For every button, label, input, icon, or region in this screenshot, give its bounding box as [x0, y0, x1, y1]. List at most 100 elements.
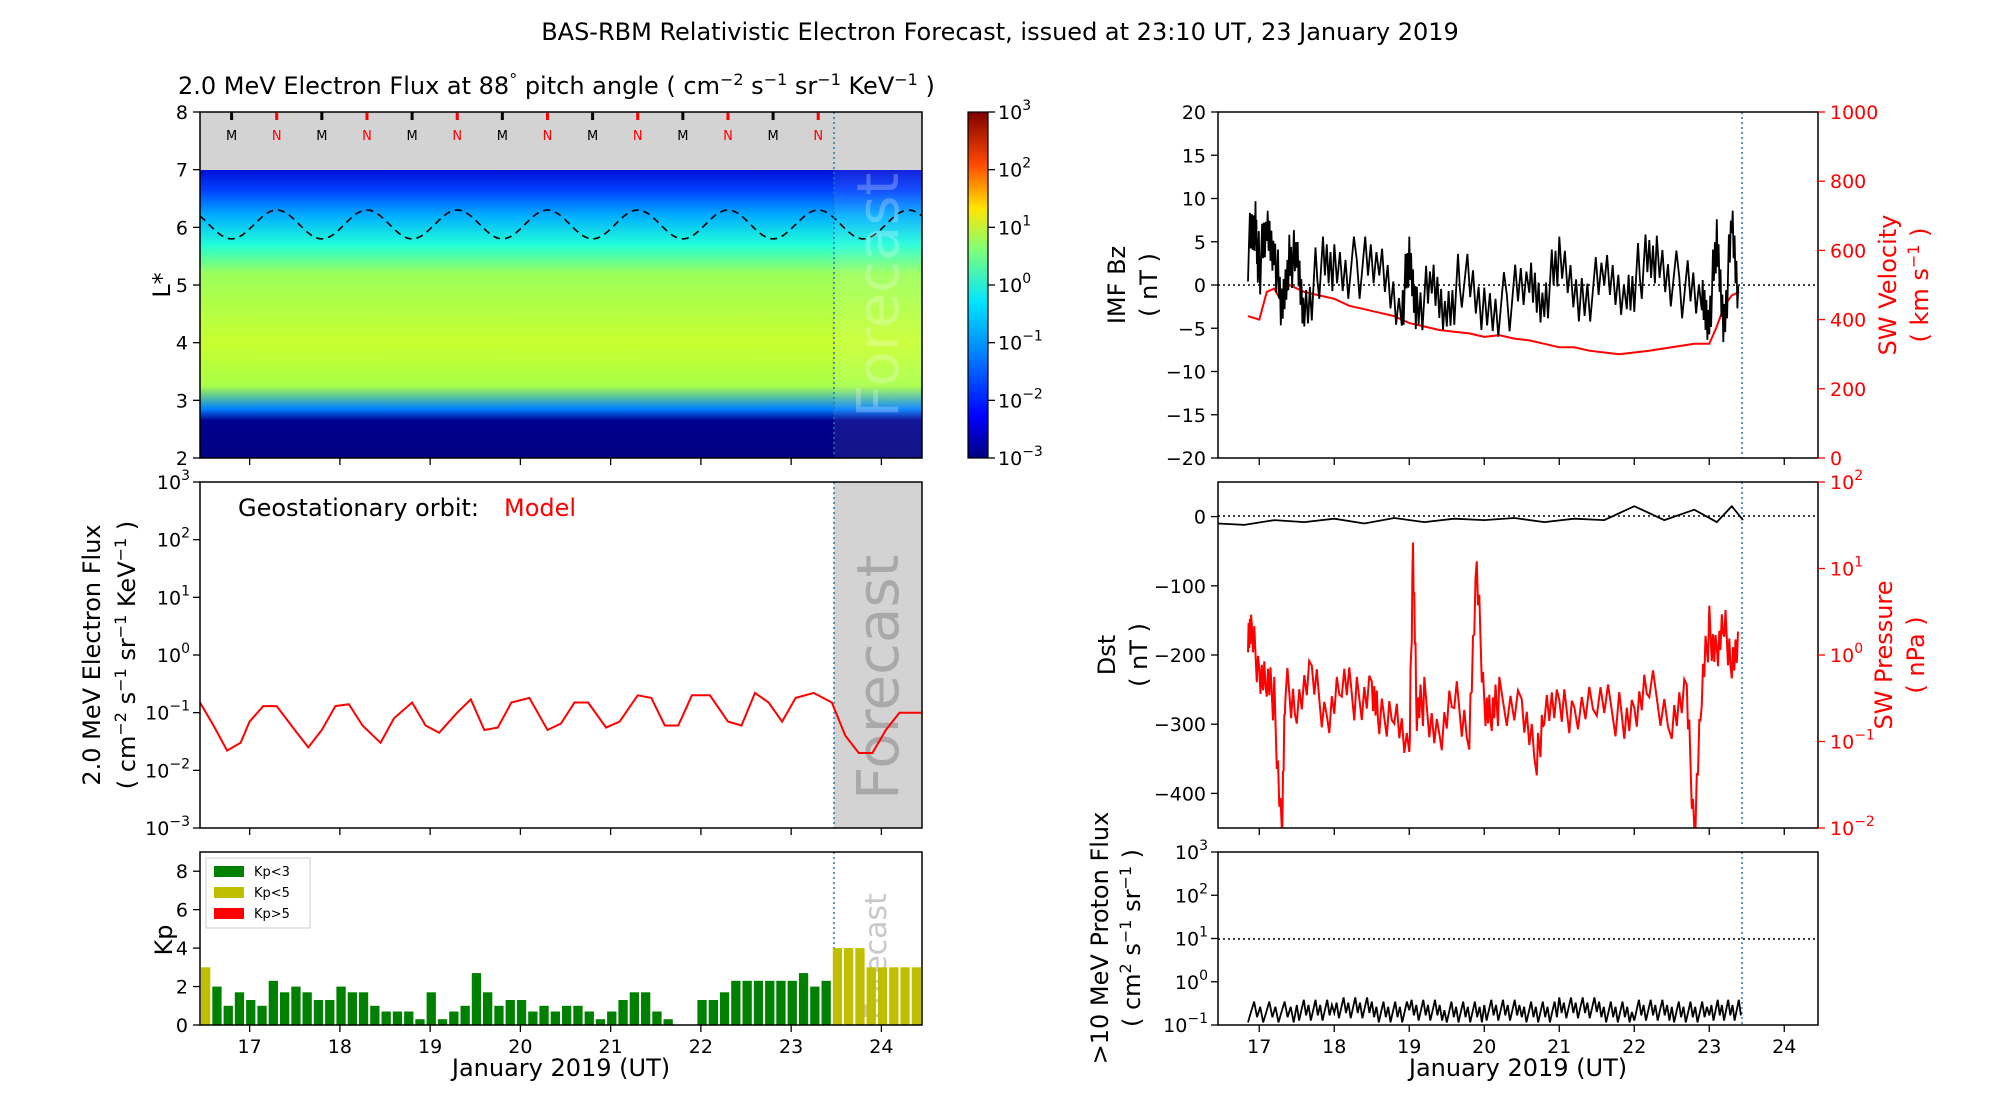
kp-bar [832, 948, 843, 1025]
geo-flux-y-ticks: 10−3 10−2 10−1 100 101 102 103 [145, 468, 200, 840]
y-tick-label: 20 [1182, 102, 1206, 124]
flux-map-y-ticks: 2 3 4 5 6 7 8 [176, 102, 200, 470]
kp-bar [528, 1011, 538, 1025]
kp-bar [787, 980, 797, 1025]
dst-ylabel-line2: ( nT ) [1125, 623, 1153, 687]
kp-bar [708, 1000, 718, 1025]
right-y-tick-label: 400 [1830, 310, 1866, 332]
kp-bar [392, 1011, 403, 1025]
proton-panel: 10−1 100 101 102 103 17 18 19 20 21 22 23 24 >10 Me… [1086, 812, 1819, 1082]
right-y-tick-label: 200 [1830, 379, 1866, 401]
y-tick-label: 6 [176, 217, 188, 239]
kp-bar [607, 1011, 617, 1025]
y-tick-label: −5 [1178, 318, 1206, 340]
y-tick-label: 101 [157, 583, 190, 609]
forecast-label-geo: Forecast [844, 555, 912, 800]
marker-label: M [767, 129, 778, 144]
colorbar: 103 102 101 100 10−1 10−2 10−3 [967, 98, 1043, 470]
y-tick-label: 100 [157, 641, 190, 667]
right-y-tick-label: 100 [1830, 641, 1863, 667]
imf-y-ticks: −20 −15 −10 −5 0 5 10 15 20 [1166, 102, 1218, 470]
geo-flux-x-ticks [248, 828, 883, 835]
kp-x-ticks: 17 18 19 20 21 22 23 24 [238, 1025, 893, 1058]
colorbar-tick-label: 10−2 [998, 386, 1043, 412]
kp-bar [223, 1005, 233, 1025]
colorbar-tick-label: 101 [998, 213, 1031, 239]
y-tick-label: 0 [1194, 507, 1206, 529]
kp-bar [573, 1005, 583, 1025]
y-tick-label: 100 [1175, 968, 1208, 994]
y-tick-label: −20 [1166, 448, 1206, 470]
kp-bar [370, 1005, 380, 1025]
sw-pressure-ylabel-line1: SW Pressure [1870, 580, 1898, 729]
kp-legend-high: Kp>5 [254, 907, 290, 922]
kp-bar [381, 1011, 391, 1025]
imf-panel: −20 −15 −10 −5 0 5 10 15 20 0 200 400 600 800 1000 IM… [1103, 102, 1934, 470]
y-tick-label: −15 [1166, 405, 1206, 427]
kp-legend-swatch-high [214, 908, 244, 919]
kp-bar [641, 992, 651, 1025]
kp-bar [257, 1005, 267, 1025]
y-tick-label: 10−2 [145, 756, 190, 782]
proton-ylabel-line1: >10 MeV Proton Flux [1086, 812, 1114, 1065]
kp-bar [562, 1005, 572, 1025]
kp-bar [629, 992, 639, 1025]
kp-bar [234, 992, 245, 1025]
kp-bar [201, 967, 211, 1025]
forecast-shade-geo [834, 482, 922, 828]
kp-bar [753, 980, 764, 1025]
kp-legend-swatch-mid [214, 887, 244, 898]
geo-series-label: Model [504, 494, 576, 522]
geo-model-line [200, 691, 922, 754]
kp-bar [280, 992, 290, 1025]
y-tick-label: 8 [176, 102, 188, 124]
kp-bar [855, 948, 865, 1025]
flux-heatmap [200, 170, 922, 458]
kp-bar [460, 1005, 470, 1025]
x-tick-label: 21 [1547, 1036, 1571, 1058]
dst-line [1218, 504, 1744, 526]
kp-bar [426, 992, 436, 1025]
dst-right-y-ticks: 10−2 10−1 100 101 102 [1818, 468, 1875, 840]
x-tick-label: 18 [1322, 1036, 1346, 1058]
kp-bar [595, 1019, 606, 1025]
kp-bar [821, 980, 831, 1025]
kp-bar [584, 1011, 594, 1025]
sw-velocity-ylabel-line2: ( km s−1 ) [1904, 228, 1934, 343]
kp-xlabel: January 2019 (UT) [450, 1054, 670, 1082]
geo-flux-ylabel-line1: 2.0 MeV Electron Flux [78, 524, 106, 785]
proton-y-ticks: 10−1 100 101 102 103 [1163, 838, 1218, 1037]
flux-map-ylabel: L* [148, 272, 176, 297]
y-tick-label: 101 [1175, 925, 1208, 951]
kp-bar [742, 980, 752, 1025]
colorbar-tick-label: 10−3 [998, 444, 1043, 470]
colorbar-tick-label: 100 [998, 271, 1031, 297]
y-tick-label: 102 [1175, 881, 1208, 907]
kp-bar [798, 973, 809, 1025]
flux-map-title: 2.0 MeV Electron Flux at 88° pitch angle… [178, 70, 935, 100]
kp-bar [437, 1019, 448, 1025]
imf-x-ticks [1258, 458, 1785, 465]
figure-title: BAS-RBM Relativistic Electron Forecast, … [541, 18, 1459, 46]
marker-label: M [316, 129, 327, 144]
kp-bar [347, 992, 357, 1025]
right-y-tick-label: 10−1 [1830, 728, 1875, 754]
x-tick-label: 18 [328, 1036, 352, 1058]
sw-pressure-line [1247, 542, 1739, 828]
kp-bar [415, 1019, 425, 1025]
proton-xlabel: January 2019 (UT) [1407, 1054, 1627, 1082]
y-tick-label: −100 [1154, 576, 1206, 598]
marker-label: N [452, 129, 462, 144]
y-tick-label: −400 [1154, 783, 1206, 805]
flux-map-x-ticks [248, 458, 883, 465]
x-tick-label: 22 [1622, 1036, 1646, 1058]
y-tick-label: 0 [176, 1015, 188, 1037]
dst-ylabel-line1: Dst [1093, 635, 1121, 675]
sw-pressure-ylabel-line2: ( nPa ) [1902, 616, 1930, 693]
x-tick-label: 17 [238, 1036, 262, 1058]
y-tick-label: 4 [176, 938, 188, 960]
y-tick-label: 102 [157, 526, 190, 552]
kp-bar [246, 1000, 256, 1025]
